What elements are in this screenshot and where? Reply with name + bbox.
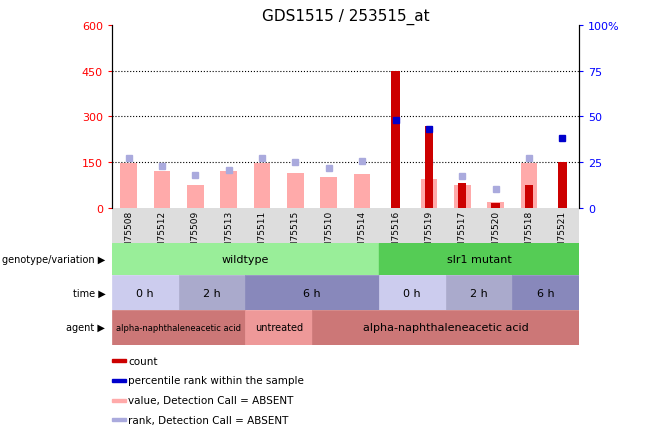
Text: agent ▶: agent ▶ — [66, 323, 105, 332]
Bar — [112, 359, 126, 362]
Bar — [354, 175, 370, 208]
Text: 2 h: 2 h — [470, 288, 488, 298]
Text: alpha-naphthaleneacetic acid: alpha-naphthaleneacetic acid — [363, 323, 528, 332]
Bar — [525, 186, 533, 208]
Bar — [112, 379, 126, 382]
Bar — [220, 172, 237, 208]
Text: GSM75509: GSM75509 — [191, 210, 200, 259]
Bar — [178, 276, 245, 310]
Text: GSM75517: GSM75517 — [458, 210, 467, 259]
Text: slr1 mutant: slr1 mutant — [447, 254, 511, 264]
Text: GSM75511: GSM75511 — [257, 210, 266, 259]
Bar — [112, 310, 245, 345]
Text: value, Detection Call = ABSENT: value, Detection Call = ABSENT — [128, 395, 293, 405]
Bar — [320, 178, 337, 208]
Bar — [379, 243, 579, 276]
Text: GSM75519: GSM75519 — [424, 210, 434, 259]
Bar — [187, 186, 203, 208]
Bar — [112, 399, 126, 402]
Bar — [392, 72, 399, 208]
Text: count: count — [128, 356, 157, 366]
Bar — [458, 184, 467, 208]
Text: wildtype: wildtype — [222, 254, 269, 264]
Bar — [112, 418, 126, 421]
Text: GSM75512: GSM75512 — [157, 210, 166, 259]
Text: 2 h: 2 h — [203, 288, 221, 298]
Bar — [492, 204, 500, 208]
Text: GSM75514: GSM75514 — [358, 210, 367, 259]
Text: GSM75516: GSM75516 — [391, 210, 400, 259]
Bar — [112, 243, 379, 276]
Text: time ▶: time ▶ — [72, 288, 105, 298]
Bar — [424, 126, 433, 208]
Text: GSM75508: GSM75508 — [124, 210, 133, 259]
Text: GSM75510: GSM75510 — [324, 210, 333, 259]
Bar — [112, 276, 178, 310]
Text: 6 h: 6 h — [537, 288, 555, 298]
Bar — [287, 173, 304, 208]
Bar — [120, 163, 137, 208]
Bar — [520, 163, 538, 208]
Bar — [379, 276, 445, 310]
Bar — [420, 180, 437, 208]
Text: percentile rank within the sample: percentile rank within the sample — [128, 376, 304, 385]
Text: rank, Detection Call = ABSENT: rank, Detection Call = ABSENT — [128, 415, 288, 425]
Text: GSM75515: GSM75515 — [291, 210, 300, 259]
Bar — [454, 186, 470, 208]
Bar — [445, 276, 513, 310]
Text: GSM75513: GSM75513 — [224, 210, 233, 259]
Bar — [513, 276, 579, 310]
Text: GSM75520: GSM75520 — [491, 210, 500, 259]
Bar — [558, 163, 567, 208]
Text: untreated: untreated — [255, 323, 303, 332]
Title: GDS1515 / 253515_at: GDS1515 / 253515_at — [262, 9, 429, 25]
Text: alpha-naphthaleneacetic acid: alpha-naphthaleneacetic acid — [116, 323, 241, 332]
Bar — [245, 276, 379, 310]
Text: genotype/variation ▶: genotype/variation ▶ — [2, 254, 105, 264]
Bar — [254, 163, 270, 208]
Text: 6 h: 6 h — [303, 288, 321, 298]
Text: GSM75521: GSM75521 — [558, 210, 567, 259]
Text: GSM75518: GSM75518 — [524, 210, 534, 259]
Text: 0 h: 0 h — [403, 288, 421, 298]
Text: 0 h: 0 h — [136, 288, 154, 298]
Bar — [312, 310, 579, 345]
Bar — [153, 172, 170, 208]
Bar — [488, 202, 504, 208]
Bar — [245, 310, 312, 345]
